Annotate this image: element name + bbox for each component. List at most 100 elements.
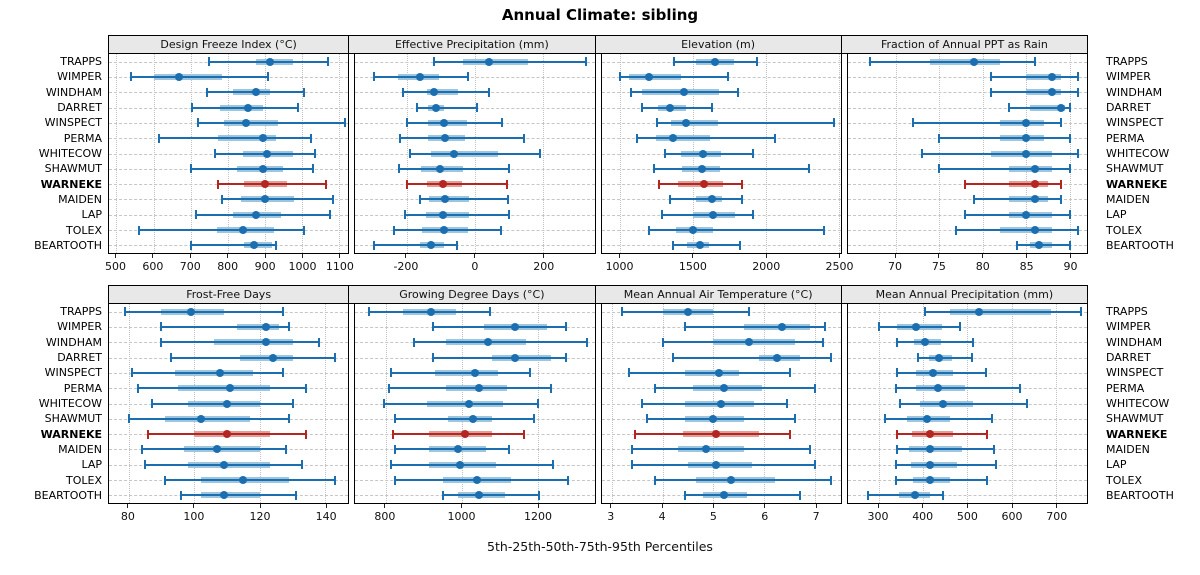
whisker-cap	[924, 307, 927, 317]
whisker-cap	[399, 133, 402, 143]
whisker-cap	[895, 337, 898, 347]
station-label-warneke: WARNEKE	[40, 177, 102, 191]
axis-tick	[543, 254, 545, 258]
median-dot	[1022, 134, 1031, 143]
axis-tick	[114, 254, 116, 258]
whisker-cap	[415, 103, 418, 113]
whisker-cap	[343, 118, 346, 128]
whisker-cap	[489, 307, 492, 317]
axis-tick	[152, 254, 154, 258]
whisker-cap	[566, 475, 569, 485]
axis-tick-label: 7	[812, 510, 820, 523]
median-dot	[1030, 226, 1039, 235]
median-dot	[701, 445, 710, 454]
whisker-cap	[441, 490, 444, 500]
whisker-cap	[302, 225, 305, 235]
range-whisker	[222, 198, 334, 201]
range-whisker	[393, 433, 525, 436]
whisker-cap	[648, 225, 651, 235]
whisker-cap	[786, 399, 789, 408]
whisker-cap	[403, 210, 406, 220]
whisker-cap	[1077, 149, 1080, 158]
range-whisker	[181, 494, 296, 497]
range-whisker	[896, 479, 987, 482]
panel-strip-growing-degree-days-c: Growing Degree Days (°C)	[348, 285, 596, 304]
station-label-shawmut: SHAWMUT	[44, 412, 102, 426]
panel-strip-mean-annual-air-temperature-c: Mean Annual Air Temperature (°C)	[594, 285, 842, 304]
whisker-cap	[137, 225, 140, 235]
axis-tick	[610, 504, 612, 508]
median-dot	[427, 241, 436, 250]
panel-cell-mean-annual-precipitation-mm: Mean Annual Precipitation (mm) 300 400 500 6…	[840, 285, 1088, 530]
whisker-cap	[297, 103, 300, 113]
station-label-windham: WINDHAM	[45, 85, 102, 99]
station-label-lap: LAP	[81, 208, 102, 222]
whisker-cap	[160, 337, 163, 347]
whisker-cap	[334, 475, 337, 485]
whisker-cap	[641, 399, 644, 408]
station-label-shawmut: SHAWMUT	[1106, 412, 1164, 426]
range-whisker	[414, 341, 587, 344]
panel-effective-precipitation-mm	[354, 53, 596, 254]
range-whisker	[404, 213, 509, 216]
station-label-wimper: WIMPER	[57, 70, 102, 84]
whisker-cap	[538, 490, 541, 500]
whisker-cap	[281, 368, 284, 378]
median-dot	[684, 307, 693, 316]
range-whisker	[433, 325, 566, 328]
axis-tick	[877, 504, 879, 508]
station-label-warneke: WARNEKE	[1106, 177, 1168, 191]
median-dot	[923, 414, 932, 423]
axis-tick	[259, 504, 261, 508]
axis-tick-label: 1100	[325, 260, 354, 273]
horizontal-gridline	[847, 92, 1087, 94]
whisker-cap	[619, 72, 622, 82]
horizontal-gridline	[847, 107, 1087, 109]
whisker-cap	[1077, 72, 1080, 82]
range-whisker	[642, 402, 788, 405]
range-whisker	[1008, 106, 1070, 109]
range-whisker	[161, 325, 290, 328]
station-label-beartooth: BEARTOOTH	[1106, 238, 1174, 252]
whisker-cap	[302, 87, 305, 97]
whisker-cap	[432, 322, 435, 332]
median-dot	[712, 460, 721, 469]
axis-tick	[339, 254, 341, 258]
whisker-cap	[392, 225, 395, 235]
station-label-wimper: WIMPER	[1106, 70, 1151, 84]
whisker-cap	[738, 240, 741, 250]
axis-fraction-of-annual-ppt-as-rain: 70 75 80 85 90	[847, 254, 1088, 280]
whisker-cap	[536, 399, 539, 408]
median-dot	[745, 338, 754, 347]
whisker-cap	[633, 429, 636, 439]
station-label-winspect: WINSPECT	[44, 366, 102, 380]
whisker-cap	[990, 414, 993, 424]
whisker-cap	[304, 429, 307, 439]
panel-cell-elevation-m: Elevation (m) 1000 1500 2000 2500	[594, 35, 854, 280]
range-whisker	[403, 91, 489, 94]
range-whisker	[637, 137, 776, 140]
whisker-cap	[394, 444, 397, 454]
panel-design-freeze-index-c	[108, 53, 350, 254]
whisker-cap	[388, 383, 391, 393]
whisker-cap	[301, 460, 304, 470]
station-label-beartooth: BEARTOOTH	[1106, 488, 1174, 502]
whisker-cap	[189, 164, 192, 174]
whisker-cap	[565, 353, 568, 363]
whisker-cap	[986, 429, 989, 439]
axis-tick	[1011, 504, 1013, 508]
median-dot	[219, 491, 228, 500]
axis-tick	[982, 254, 984, 258]
range-whisker	[896, 341, 974, 344]
whisker-cap	[170, 353, 173, 363]
whisker-cap	[1068, 103, 1071, 113]
whisker-cap	[475, 103, 478, 113]
whisker-cap	[1033, 57, 1036, 67]
median-dot	[260, 195, 269, 204]
whisker-cap	[877, 322, 880, 332]
range-whisker	[925, 310, 1082, 313]
range-whisker	[897, 371, 986, 374]
range-whisker	[416, 106, 477, 109]
range-whisker	[965, 213, 1070, 216]
whisker-cap	[288, 414, 291, 424]
